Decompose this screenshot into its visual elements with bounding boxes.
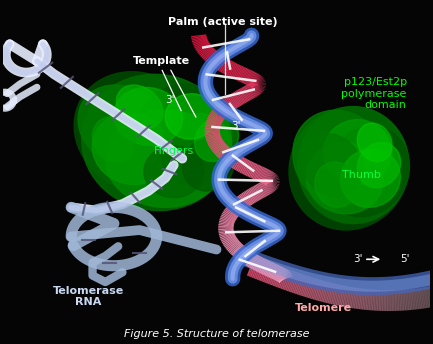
Text: Figure 5. Structure of telomerase: Figure 5. Structure of telomerase (124, 329, 309, 339)
Ellipse shape (105, 110, 225, 207)
Ellipse shape (113, 87, 183, 146)
Ellipse shape (116, 85, 163, 128)
Ellipse shape (340, 149, 401, 207)
Ellipse shape (323, 120, 392, 185)
Ellipse shape (289, 107, 409, 230)
Ellipse shape (161, 114, 230, 184)
Ellipse shape (323, 127, 410, 217)
Ellipse shape (78, 85, 167, 167)
Text: p123/Est2p
polymerase
domain: p123/Est2p polymerase domain (341, 77, 407, 110)
Ellipse shape (92, 117, 136, 162)
Text: Template: Template (133, 56, 190, 66)
Text: 5': 5' (400, 254, 409, 264)
Text: Telomerase
RNA: Telomerase RNA (53, 286, 124, 308)
Ellipse shape (194, 117, 239, 161)
Ellipse shape (301, 133, 363, 197)
Text: Thumb: Thumb (343, 170, 381, 180)
Ellipse shape (135, 84, 229, 181)
Ellipse shape (74, 72, 205, 194)
Ellipse shape (293, 110, 388, 207)
Ellipse shape (306, 142, 383, 214)
Text: Fingers: Fingers (154, 146, 194, 155)
Text: 3': 3' (165, 95, 174, 105)
Ellipse shape (315, 162, 358, 207)
Ellipse shape (82, 74, 232, 211)
Ellipse shape (357, 123, 392, 162)
Ellipse shape (92, 114, 170, 184)
Ellipse shape (165, 94, 216, 139)
Ellipse shape (357, 142, 401, 188)
Ellipse shape (144, 146, 204, 197)
Text: 3': 3' (231, 121, 240, 131)
Ellipse shape (298, 107, 409, 224)
Text: Telomere: Telomere (295, 303, 352, 313)
Text: Palm (active site): Palm (active site) (168, 18, 278, 28)
Text: 3': 3' (353, 254, 362, 264)
Ellipse shape (182, 139, 234, 191)
